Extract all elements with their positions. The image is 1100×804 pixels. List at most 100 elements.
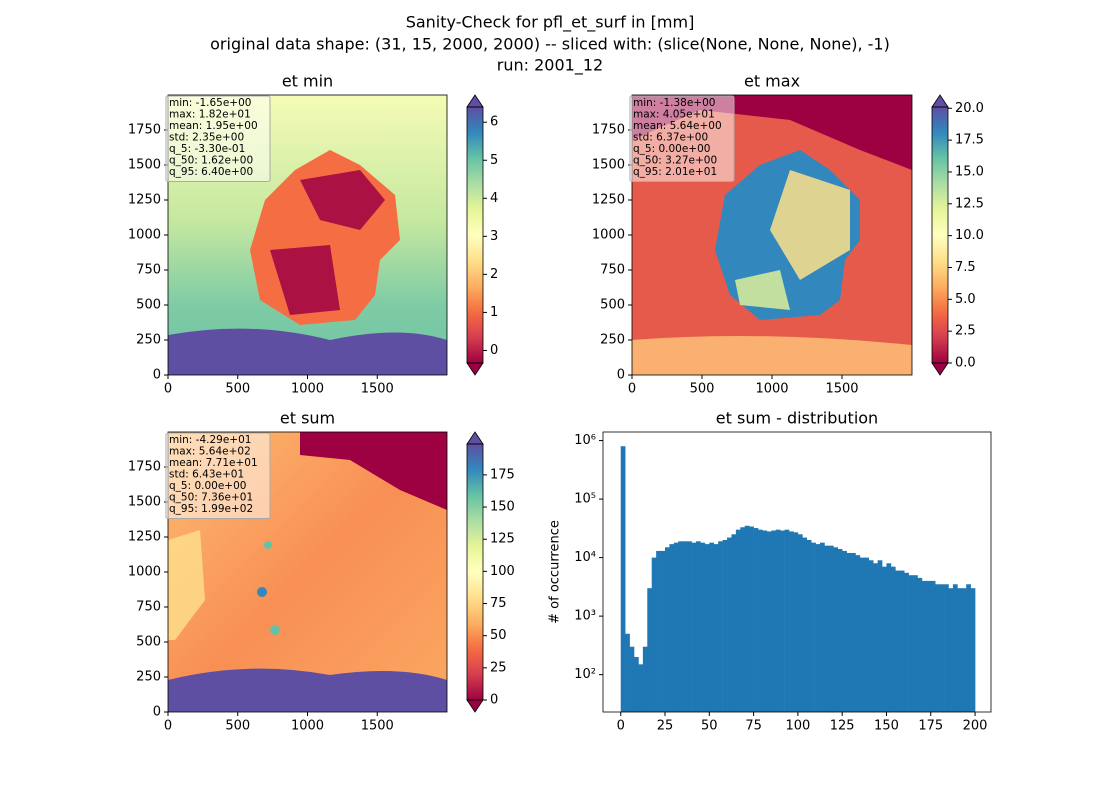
- x-tick-label: 1000: [291, 719, 324, 734]
- histogram-bar: [678, 541, 684, 712]
- y-tick-label: 500: [136, 298, 161, 313]
- histogram-bar: [660, 550, 666, 712]
- y-tick-label: 10⁴: [574, 550, 596, 565]
- histogram-bar: [828, 545, 834, 712]
- histogram-bar: [709, 542, 715, 712]
- histogram-bar: [815, 544, 821, 712]
- figure-title: Sanity-Check for pfl_et_surf in [mm]: [406, 13, 695, 33]
- y-tick-label: 1750: [128, 460, 161, 475]
- x-tick-label: 0: [617, 719, 625, 734]
- stats-text: q_95: 2.01e+01: [633, 166, 717, 178]
- histogram-bar: [882, 566, 887, 712]
- colorbar-frame: [466, 443, 484, 701]
- histogram-bar: [895, 570, 901, 712]
- colorbar-tick-label: 2: [490, 267, 498, 282]
- histogram-bar: [917, 577, 923, 712]
- histogram-bar: [824, 545, 830, 712]
- histogram-bar: [926, 580, 932, 712]
- x-tick-label: 0: [628, 382, 636, 397]
- stats-text: q_5: 0.00e+00: [633, 143, 710, 155]
- stats-text: q_50: 3.27e+00: [633, 155, 717, 167]
- y-tick-label: 750: [136, 263, 161, 278]
- y-tick-label: 10⁶: [574, 433, 596, 448]
- histogram-bar: [913, 575, 918, 712]
- stats-text: max: 1.82e+01: [169, 109, 251, 121]
- stats-box: [165, 95, 271, 182]
- histogram-bar: [753, 528, 759, 712]
- histogram-bar: [731, 534, 737, 712]
- colorbar-tick-label: 25: [490, 660, 507, 675]
- histogram-bar: [784, 529, 790, 712]
- y-tick-label: 250: [136, 670, 161, 685]
- stats-text: mean: 7.71e+01: [169, 457, 258, 469]
- x-tick-label: 50: [701, 719, 718, 734]
- y-tick-label: 250: [136, 333, 161, 348]
- colorbar: [467, 107, 483, 363]
- stats-text: max: 4.05e+01: [633, 109, 715, 121]
- histogram-bar: [758, 529, 763, 712]
- stats-text: q_95: 1.99e+02: [169, 503, 253, 515]
- x-tick-label: 175: [918, 719, 943, 734]
- stats-text: q_50: 1.62e+00: [169, 155, 253, 167]
- y-tick-label: 250: [600, 333, 625, 348]
- histogram-bar: [948, 588, 954, 712]
- histogram-bar: [806, 539, 812, 712]
- colorbar-tick-label: 4: [490, 191, 498, 206]
- x-tick-label: 125: [830, 719, 855, 734]
- stats-text: std: 2.35e+00: [169, 132, 244, 144]
- x-tick-label: 0: [164, 382, 172, 397]
- colorbar-tick-label: 3: [490, 229, 498, 244]
- y-tick-label: 10²: [574, 667, 596, 682]
- stats-box: [629, 95, 735, 182]
- axes-title: et min: [282, 72, 333, 91]
- colorbar-tick-label: 2.5: [955, 324, 976, 339]
- histogram-bar: [842, 550, 847, 712]
- axes-title: et max: [744, 72, 800, 91]
- colorbar-tick-label: 50: [490, 628, 507, 643]
- map-image: [168, 432, 447, 712]
- histogram-bar: [775, 529, 781, 712]
- histogram-bar: [691, 542, 697, 712]
- histogram-bar: [780, 530, 785, 712]
- histogram-bar: [766, 531, 772, 712]
- y-tick-label: 0: [153, 368, 161, 383]
- histogram-bar: [634, 657, 639, 712]
- histogram-bar: [952, 584, 958, 712]
- y-tick-label: 1000: [128, 565, 161, 580]
- colorbar-tick-label: 1: [490, 305, 498, 320]
- histogram-bar: [744, 525, 750, 712]
- y-tick-label: 1000: [592, 228, 625, 243]
- histogram-bar: [939, 584, 945, 712]
- histogram-bar: [718, 541, 723, 712]
- colorbar-tick-label: 0: [490, 693, 498, 708]
- histogram-bar: [669, 544, 675, 712]
- y-tick-label: 10³: [574, 609, 596, 624]
- histogram-bar: [859, 557, 865, 712]
- histogram-bar: [877, 560, 883, 712]
- histogram-bar: [837, 549, 843, 712]
- histogram-bar: [727, 537, 732, 712]
- histogram-bar: [665, 547, 670, 712]
- colorbar-tick-label: 100: [490, 564, 515, 579]
- colorbar-extend: [466, 362, 484, 376]
- x-tick-label: 200: [963, 719, 988, 734]
- axes-frame: [167, 94, 448, 376]
- stats-text: q_95: 6.40e+00: [169, 166, 253, 178]
- x-tick-label: 75: [745, 719, 762, 734]
- axes-frame: [602, 431, 992, 713]
- histogram-bar: [930, 580, 936, 712]
- x-tick-label: 150: [874, 719, 899, 734]
- x-tick-label: 1500: [825, 382, 858, 397]
- histogram-bar: [855, 555, 861, 712]
- histogram-bar: [647, 588, 653, 712]
- histogram-bar: [673, 542, 679, 712]
- histogram-bar: [638, 664, 644, 712]
- histogram-bar: [713, 544, 719, 712]
- colorbar-tick-label: 7.5: [955, 260, 976, 275]
- histogram-bar: [820, 542, 825, 712]
- histogram-bar: [625, 633, 630, 712]
- histogram-bar: [846, 552, 852, 712]
- map-image: [168, 95, 447, 375]
- colorbar-tick-label: 125: [490, 532, 515, 547]
- axes-title: et sum - distribution: [716, 409, 878, 428]
